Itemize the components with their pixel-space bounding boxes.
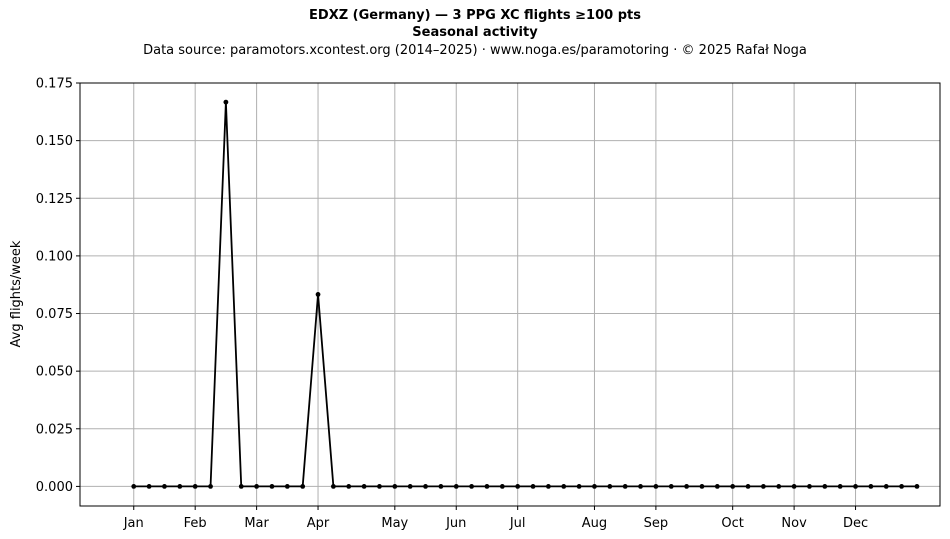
y-axis-label: Avg flights/week [9, 240, 24, 347]
chart-subtitle: Seasonal activity [412, 25, 538, 40]
x-tick-label: Jun [445, 516, 466, 531]
data-point [146, 484, 152, 489]
data-point [883, 484, 889, 489]
data-point [530, 484, 536, 489]
plot-frame [79, 82, 941, 507]
data-point [622, 484, 628, 489]
data-point [269, 484, 275, 489]
x-tick-label: Oct [721, 516, 743, 531]
series-layer [131, 99, 920, 489]
data-point [868, 484, 874, 489]
data-point [284, 484, 290, 489]
y-tick-label: 0.025 [36, 422, 73, 437]
data-point [822, 484, 828, 489]
y-tick-label: 0.075 [36, 307, 73, 322]
data-point [438, 484, 444, 489]
data-point [607, 484, 613, 489]
y-tick-label: 0.050 [36, 365, 73, 380]
data-point [131, 484, 137, 489]
data-point [300, 484, 306, 489]
chart-source: Data source: paramotors.xcontest.org (20… [143, 43, 807, 58]
y-tick-label: 0.175 [36, 77, 73, 92]
data-point [346, 484, 352, 489]
data-point [469, 484, 475, 489]
data-point [208, 484, 213, 489]
data-point [407, 484, 413, 489]
data-point [760, 484, 766, 489]
series-line [133, 101, 917, 488]
chart-title: EDXZ (Germany) — 3 PPG XC flights ≥100 p… [309, 8, 641, 23]
x-tick-label: Sep [644, 516, 669, 531]
data-point [392, 484, 398, 489]
data-point [423, 484, 428, 489]
data-point [576, 484, 582, 489]
x-tick-label: May [381, 516, 408, 531]
data-point [592, 484, 597, 489]
data-point [484, 484, 490, 489]
data-point [914, 484, 920, 489]
data-point [807, 484, 812, 489]
data-point [714, 484, 720, 489]
data-point [315, 291, 321, 297]
y-tick-label: 0.125 [36, 192, 73, 207]
data-point [776, 484, 782, 489]
x-tick-label: Jan [123, 516, 144, 531]
data-point [638, 484, 643, 489]
data-point [545, 484, 551, 489]
data-point [515, 484, 521, 489]
data-point [730, 484, 736, 489]
data-point [254, 484, 260, 489]
data-point [899, 484, 905, 489]
data-point [177, 484, 183, 489]
data-point [853, 484, 858, 489]
x-tick-label: Nov [781, 516, 807, 531]
data-point [330, 484, 336, 489]
y-tick-label: 0.000 [36, 480, 73, 495]
x-tick-label: Feb [184, 516, 207, 531]
data-point [453, 484, 459, 489]
data-point [668, 484, 674, 489]
data-point [684, 484, 690, 489]
y-tick-label: 0.100 [36, 249, 73, 264]
data-point [223, 99, 229, 105]
data-point [745, 484, 751, 489]
data-point [162, 484, 167, 489]
data-point [791, 484, 797, 489]
x-tick-label: Aug [582, 516, 607, 531]
x-tick-label: Mar [244, 516, 269, 531]
axis-ticks: 0.000 0.025 0.050 0.075 0.100 0.125 0.150 0.175… [36, 77, 868, 532]
data-point [192, 484, 198, 489]
data-point [238, 484, 244, 489]
data-point [699, 484, 705, 489]
data-point [837, 484, 843, 489]
x-tick-label: Apr [307, 516, 330, 531]
data-point [653, 484, 659, 489]
data-point [499, 484, 505, 489]
data-point [561, 484, 567, 489]
x-tick-label: Dec [843, 516, 868, 531]
grid-lines [80, 82, 940, 506]
data-point [361, 484, 367, 489]
data-point [377, 484, 382, 489]
y-tick-label: 0.150 [36, 134, 73, 149]
x-tick-label: Jul [509, 516, 526, 531]
